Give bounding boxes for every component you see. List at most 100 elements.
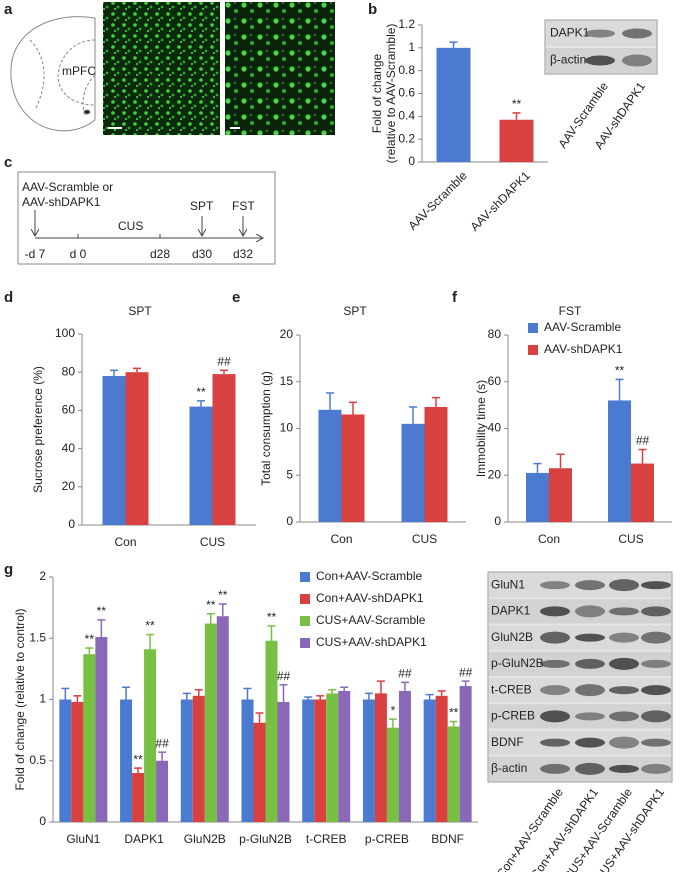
significance: ## — [459, 665, 473, 679]
y-tick-label: 40 — [488, 421, 502, 435]
bar — [156, 760, 169, 822]
y-tick-label: 15 — [280, 374, 294, 388]
bar — [144, 649, 157, 822]
bar — [326, 693, 339, 822]
blot-band — [622, 28, 652, 39]
y-tick-label: 1 — [39, 692, 46, 706]
significance: ** — [206, 598, 216, 612]
blot-band — [540, 659, 570, 668]
blot-band — [540, 631, 570, 644]
significance: ** — [512, 97, 522, 111]
x-tick-label: BDNF — [431, 832, 464, 846]
panel-label: a — [4, 1, 13, 18]
y-tick-label: 0.2 — [398, 131, 415, 145]
blot-row-label: DAPK1 — [550, 26, 590, 40]
y-tick-label: 2 — [39, 569, 46, 583]
x-tick-label: Con — [114, 535, 136, 549]
y-axis-label: Total consumption (g) — [259, 371, 273, 486]
y-tick-label: 0 — [286, 514, 293, 528]
significance: ## — [398, 667, 412, 681]
blot-band — [609, 711, 639, 722]
y-tick-label: 60 — [488, 374, 502, 388]
bar — [374, 693, 387, 822]
bar — [71, 701, 84, 822]
y-tick-label: 0 — [68, 517, 75, 531]
bar — [435, 695, 448, 822]
x-tick-label: CUS — [412, 532, 437, 546]
bar — [253, 722, 266, 822]
x-tick-label: p-CREB — [365, 832, 409, 846]
x-tick-label: CUS — [200, 535, 225, 549]
bar — [447, 726, 460, 822]
significance: ** — [196, 385, 206, 399]
blot-band — [622, 54, 652, 67]
bar — [302, 699, 315, 822]
y-tick-label: 20 — [488, 467, 502, 481]
significance: ** — [218, 588, 228, 602]
blot-band — [575, 684, 605, 697]
significance: ## — [217, 354, 231, 368]
x-tick-label: Con — [538, 532, 560, 546]
bar — [341, 414, 365, 522]
timeline-text: d 0 — [70, 247, 87, 261]
blot-row-label: t-CREB — [491, 682, 532, 696]
y-axis-label: Fold of change — [370, 53, 384, 133]
panel-label: c — [4, 154, 12, 171]
y-tick-label: 1.5 — [29, 630, 46, 644]
significance: ** — [449, 706, 459, 720]
y-tick-label: 1 — [408, 40, 415, 54]
legend-swatch — [528, 345, 538, 355]
y-tick-label: 40 — [62, 441, 76, 455]
legend-label: Con+AAV-Scramble — [316, 569, 422, 583]
y-tick-label: 10 — [280, 421, 294, 435]
blot-band — [641, 659, 671, 668]
blot-lane-label: Con+AAV-Scramble — [494, 785, 567, 872]
legend-swatch — [300, 616, 310, 626]
bar — [120, 699, 133, 822]
micrograph — [225, 2, 335, 135]
y-tick-label: 0 — [494, 514, 501, 528]
blot-band — [575, 605, 605, 618]
significance: ** — [615, 364, 625, 378]
y-tick-label: 0.5 — [29, 753, 46, 767]
bar — [189, 406, 213, 525]
blot-band — [609, 657, 639, 670]
bar — [314, 699, 327, 822]
bar — [526, 472, 549, 522]
timeline-text: AAV-Scramble or — [22, 180, 113, 194]
y-axis-label: Sucrose preference (%) — [31, 366, 45, 493]
y-tick-label: 0 — [408, 154, 415, 168]
region-label: mPFC — [62, 64, 96, 78]
micrograph — [103, 2, 220, 135]
x-tick-label: DAPK1 — [124, 832, 164, 846]
bar — [180, 699, 193, 822]
bar — [398, 690, 411, 822]
blot-band — [585, 29, 615, 38]
blot-band — [540, 763, 570, 774]
blot-row-label: BDNF — [491, 735, 524, 749]
blot-row-label: DAPK1 — [491, 604, 531, 618]
blot-band — [609, 764, 639, 773]
blot-row-label: GluN2B — [491, 630, 533, 644]
legend-label: Con+AAV-shDAPK1 — [316, 591, 424, 605]
bar — [125, 372, 149, 525]
x-tick-label: CUS — [618, 532, 643, 546]
timeline-text: FST — [232, 199, 255, 213]
legend-swatch — [528, 323, 538, 333]
blot-row-label: p-GluN2B — [491, 656, 544, 670]
x-tick-label: AAV-shDAPK1 — [467, 168, 533, 234]
y-tick-label: 5 — [286, 467, 293, 481]
bar — [386, 727, 399, 822]
significance: ## — [155, 736, 169, 750]
blot-band — [609, 607, 639, 616]
significance: ** — [145, 619, 155, 633]
y-tick-label: 0.4 — [398, 109, 415, 123]
bar — [265, 640, 278, 822]
bar — [212, 374, 236, 525]
blot-band — [641, 738, 671, 747]
significance: ## — [636, 434, 650, 448]
bar — [423, 699, 436, 822]
bar — [318, 409, 342, 522]
blot-row-label: β-actin — [550, 53, 586, 67]
